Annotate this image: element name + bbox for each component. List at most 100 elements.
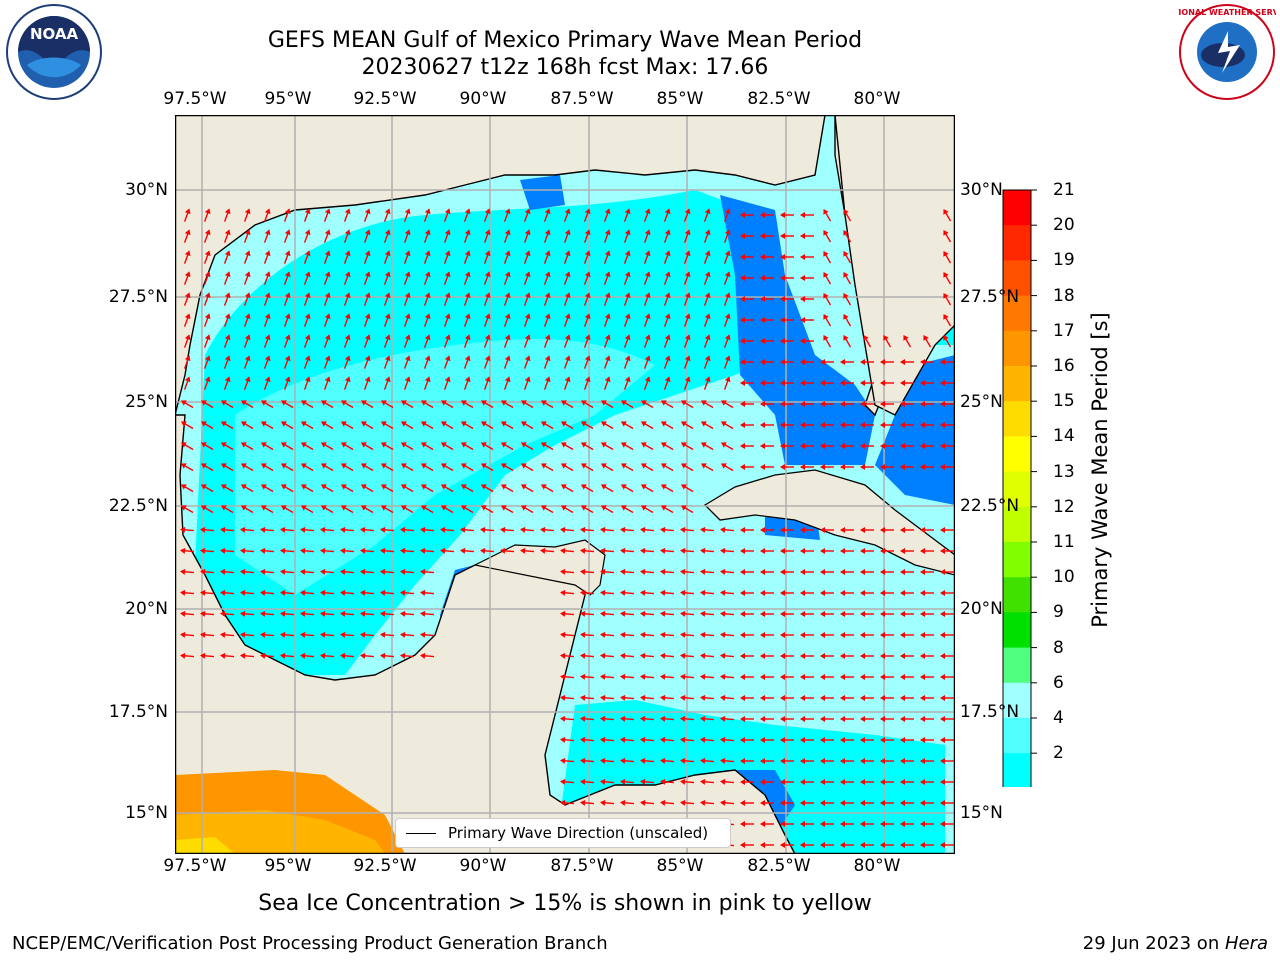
wave-arrow: [503, 208, 511, 222]
wave-arrow: [640, 589, 655, 596]
wave-arrow: [920, 359, 934, 365]
wave-arrow: [443, 334, 451, 348]
wave-arrow: [640, 631, 655, 638]
wave-arrow: [640, 421, 654, 430]
wave-arrow: [920, 842, 934, 848]
wave-arrow: [680, 484, 694, 493]
wave-arrow: [403, 229, 411, 243]
wave-arrow: [260, 589, 275, 596]
wave-arrow: [523, 355, 531, 369]
wave-arrow: [280, 526, 295, 533]
wave-arrow: [843, 271, 852, 285]
wave-arrow: [280, 421, 294, 430]
footer-date-text: 29 Jun 2023 on: [1082, 933, 1225, 954]
wave-arrow: [340, 463, 354, 472]
wave-arrow: [603, 250, 611, 264]
wave-arrow: [283, 355, 291, 369]
wave-arrow: [603, 355, 611, 369]
wave-arrow: [380, 610, 395, 617]
wave-arrow: [640, 799, 655, 806]
wave-arrow: [503, 250, 511, 264]
wave-arrow: [700, 463, 714, 472]
wave-arrow: [820, 653, 834, 659]
wave-arrow: [780, 632, 794, 638]
wave-arrow: [220, 526, 235, 533]
wave-arrow: [320, 505, 334, 514]
wave-arrow: [620, 736, 635, 743]
colorbar-segment: [1003, 260, 1031, 297]
wave-arrow: [683, 229, 691, 243]
wave-arrow: [680, 778, 695, 785]
wave-arrow: [340, 589, 355, 596]
wave-arrow: [203, 250, 211, 264]
wave-arrow: [903, 334, 912, 348]
wave-arrow: [443, 376, 451, 390]
wave-arrow: [880, 401, 894, 407]
wave-arrow: [600, 589, 615, 596]
wave-arrow: [800, 359, 814, 365]
wave-arrow: [300, 421, 314, 430]
wave-arrow: [600, 694, 615, 701]
wave-arrow: [263, 376, 271, 390]
wave-arrow: [740, 632, 754, 638]
wave-arrow: [220, 547, 235, 554]
lat-label-right: 15°N: [960, 803, 1003, 823]
svg-text:NATIONAL WEATHER SERVICE: NATIONAL WEATHER SERVICE: [1178, 8, 1276, 17]
wave-arrow: [940, 779, 954, 785]
wave-arrow: [800, 569, 814, 575]
wave-arrow: [660, 778, 675, 785]
sea-ice-note: Sea Ice Concentration > 15% is shown in …: [258, 891, 872, 916]
wave-arrow: [623, 376, 631, 390]
wave-arrow: [440, 421, 454, 430]
legend-line-symbol: [406, 833, 436, 834]
wave-arrow: [360, 631, 375, 638]
wave-arrow: [243, 334, 251, 348]
wave-arrow: [400, 421, 414, 430]
colorbar-tick-label: 11: [1053, 532, 1075, 552]
wave-arrow: [720, 589, 735, 596]
wave-arrow: [260, 652, 275, 659]
wave-arrow: [363, 355, 371, 369]
wave-arrow: [800, 422, 814, 428]
wave-arrow: [623, 250, 631, 264]
wave-arrow: [320, 400, 334, 409]
wave-arrow: [243, 355, 251, 369]
direction-legend: Primary Wave Direction (unscaled): [395, 818, 731, 848]
wave-arrow: [760, 779, 774, 785]
wave-arrow: [400, 463, 414, 472]
wave-arrow: [363, 313, 371, 327]
wave-arrow: [403, 250, 411, 264]
wave-arrow: [843, 208, 852, 222]
wave-arrow: [840, 527, 854, 533]
wave-arrow: [880, 842, 894, 848]
wave-arrow: [920, 758, 934, 764]
wave-arrow: [580, 568, 595, 575]
wave-arrow: [780, 317, 794, 323]
wave-arrow: [320, 631, 335, 638]
wave-arrow: [660, 589, 675, 596]
wave-arrow: [800, 674, 814, 680]
wave-arrow: [620, 610, 635, 617]
wave-arrow: [540, 463, 554, 472]
wave-arrow: [463, 334, 471, 348]
wave-arrow: [880, 674, 894, 680]
wave-arrow: [640, 778, 655, 785]
wave-arrow: [860, 569, 874, 575]
wave-arrow: [800, 632, 814, 638]
wave-arrow: [620, 421, 634, 430]
wave-arrow: [883, 334, 892, 348]
wave-arrow: [660, 421, 674, 430]
wave-arrow: [183, 229, 191, 243]
wave-arrow: [740, 569, 754, 575]
wave-arrow: [800, 842, 814, 848]
wave-arrow: [740, 548, 754, 554]
wave-arrow: [900, 737, 914, 743]
wave-arrow: [380, 463, 394, 472]
wave-arrow: [283, 334, 291, 348]
wave-arrow: [603, 334, 611, 348]
wave-arrow: [443, 208, 451, 222]
wave-arrow: [520, 484, 534, 493]
wave-arrow: [663, 271, 671, 285]
wave-arrow: [203, 376, 211, 390]
wave-arrow: [523, 376, 531, 390]
